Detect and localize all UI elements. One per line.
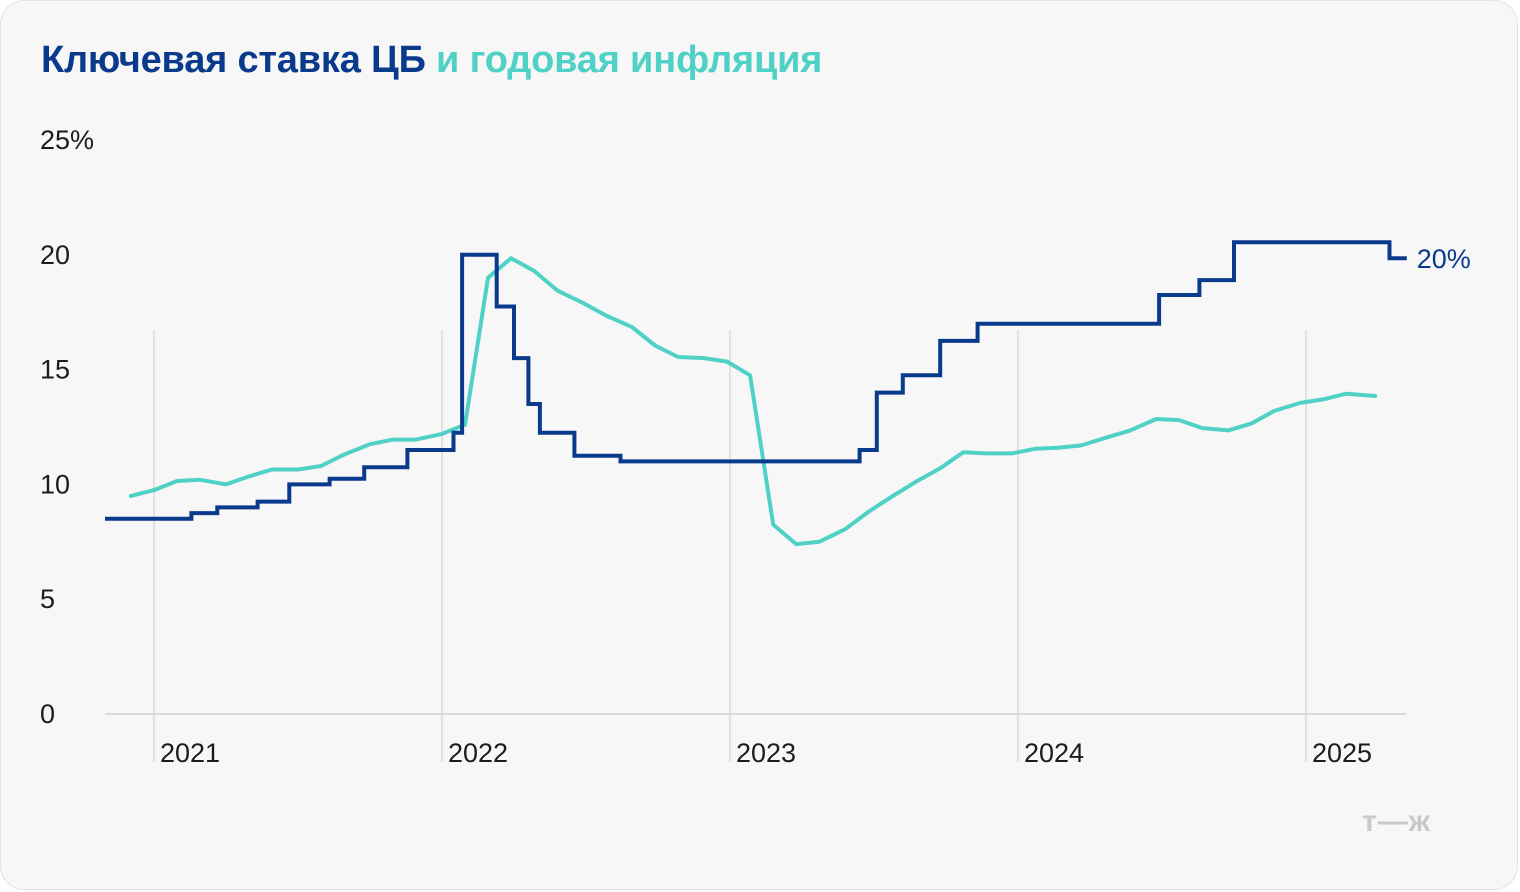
y-tick-label: 20: [40, 240, 70, 270]
y-tick-label: 25%: [40, 125, 94, 155]
chart-title: Ключевая ставка ЦБ и годовая инфляция: [41, 39, 822, 82]
title-inflation: и годовая инфляция: [436, 39, 823, 81]
y-axis-ticks: 25% 20 15 10 5 0: [40, 125, 94, 729]
key-rate-end-label: 20%: [1417, 244, 1471, 274]
y-tick-label: 10: [40, 469, 70, 499]
x-tick-label: 2024: [1024, 738, 1084, 768]
x-tick-label: 2022: [448, 738, 508, 768]
inflation-series-line: [128, 256, 1378, 547]
y-tick-label: 5: [40, 584, 55, 614]
y-tick-label: 0: [40, 699, 55, 729]
x-tick-label: 2021: [160, 738, 220, 768]
x-tick-label: 2025: [1312, 738, 1372, 768]
x-gridlines: [153, 330, 1307, 762]
tzh-logo: т—ж: [1362, 805, 1431, 838]
y-tick-label: 15: [40, 355, 70, 385]
x-axis-ticks: 2021 2022 2023 2024 2025: [160, 738, 1372, 768]
title-key-rate: Ключевая ставка ЦБ: [41, 39, 426, 81]
x-tick-label: 2023: [736, 738, 796, 768]
key-rate-series-line: [105, 240, 1407, 521]
